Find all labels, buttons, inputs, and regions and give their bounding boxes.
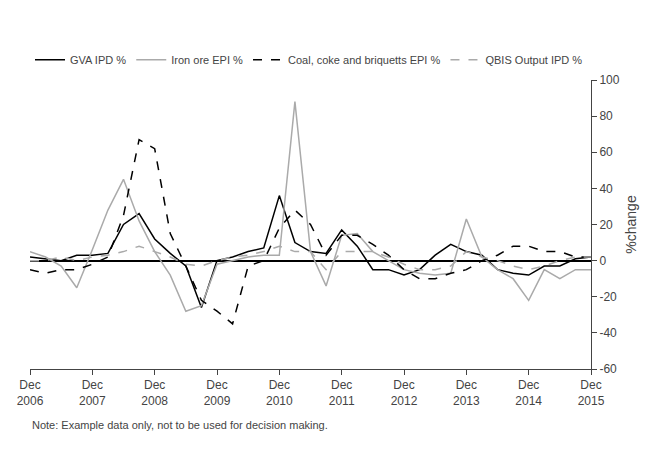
svg-text:100: 100 — [599, 73, 619, 87]
svg-text:Dec2006: Dec2006 — [17, 378, 44, 408]
svg-text:-40: -40 — [599, 326, 617, 340]
svg-text:80: 80 — [599, 109, 613, 123]
svg-text:Dec2007: Dec2007 — [79, 378, 106, 408]
svg-text:0: 0 — [599, 254, 606, 268]
svg-text:-20: -20 — [599, 290, 617, 304]
svg-text:QBIS Output IPD %: QBIS Output IPD % — [485, 54, 582, 66]
svg-text:Dec2009: Dec2009 — [204, 378, 231, 408]
svg-text:Dec2010: Dec2010 — [266, 378, 293, 408]
svg-text:Dec2008: Dec2008 — [141, 378, 168, 408]
svg-text:Iron ore EPI %: Iron ore EPI % — [171, 54, 243, 66]
svg-text:40: 40 — [599, 182, 613, 196]
svg-text:Dec2014: Dec2014 — [515, 378, 542, 408]
svg-text:Coal, coke and briquetts EPI %: Coal, coke and briquetts EPI % — [288, 54, 440, 66]
svg-text:Dec2012: Dec2012 — [391, 378, 418, 408]
svg-text:Dec2011: Dec2011 — [329, 378, 355, 408]
svg-text:Dec2013: Dec2013 — [453, 378, 480, 408]
svg-text:20: 20 — [599, 218, 613, 232]
svg-text:Dec2015: Dec2015 — [578, 378, 605, 408]
svg-text:GVA IPD %: GVA IPD % — [70, 54, 126, 66]
svg-text:%change: %change — [623, 195, 639, 254]
svg-text:60: 60 — [599, 145, 613, 159]
svg-text:-60: -60 — [599, 362, 617, 376]
svg-text:Note: Example data only, not t: Note: Example data only, not to be used … — [32, 419, 328, 431]
